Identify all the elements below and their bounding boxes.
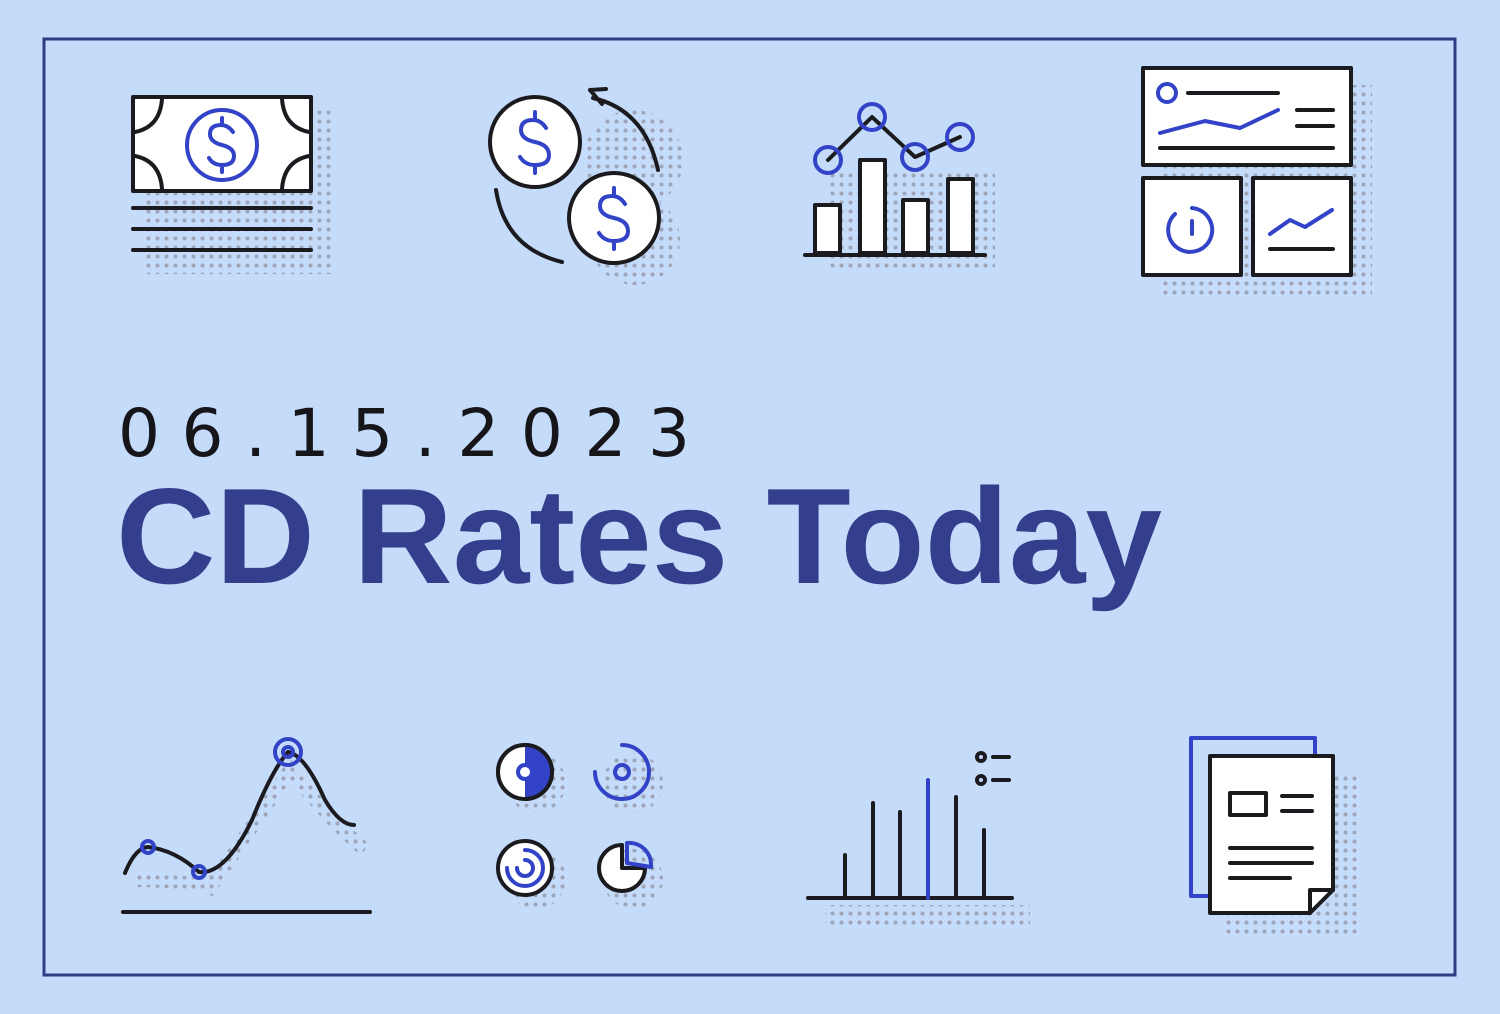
dashboard-icon-part: [1156, 82, 1178, 104]
donut-icons-part: [516, 763, 534, 781]
donut-icons-part: [625, 840, 654, 869]
bar-line-icon-part: [857, 102, 887, 132]
bars-icon-part: [975, 774, 987, 786]
bar-line-icon-part: [900, 142, 930, 172]
bar-line-icon-part: [945, 122, 975, 152]
dashboard-icon-part: [1158, 91, 1335, 251]
curve-icon-part: [273, 737, 303, 767]
bar-line-icon-part: [803, 115, 987, 257]
bar-line-icon-part: [813, 203, 842, 255]
curve-icon-part: [191, 864, 207, 880]
exchange-icon: [488, 87, 683, 285]
money-icon-part: [133, 97, 311, 191]
bar-line-icon-part: [946, 177, 975, 255]
document-icon-part: [1228, 791, 1268, 817]
donut-icons-part: [496, 743, 554, 801]
bars-icon-part: [806, 795, 1014, 900]
donut-icons-part: [593, 743, 651, 801]
dashboard-icon-part: [1141, 66, 1353, 167]
money-icon-part: [131, 206, 313, 252]
dashboard-icon: [1141, 66, 1372, 298]
bars-icon-part: [825, 905, 1030, 925]
document-icon-part: [1228, 794, 1314, 880]
donut-icons-part: [505, 848, 545, 888]
donut-icons-part: [613, 763, 631, 781]
curve-icon: [121, 737, 372, 914]
document-icon-part: [1308, 888, 1335, 915]
bar-line-icon: [803, 102, 995, 270]
exchange-icon-part: [494, 87, 660, 264]
bar-line-icon-part: [901, 198, 930, 255]
donut-icons: [496, 743, 663, 909]
document-icon: [1189, 736, 1357, 935]
dashboard-icon-part: [1158, 108, 1334, 236]
curve-icon-part: [281, 745, 295, 759]
exchange-icon-part: [597, 186, 630, 251]
money-icon: [131, 95, 333, 274]
bar-line-icon-part: [813, 145, 843, 175]
bar-line-icon-part: [858, 158, 887, 255]
exchange-icon-part: [518, 110, 551, 175]
curve-icon-part: [140, 839, 156, 855]
curve-icon-part: [123, 750, 356, 875]
dashboard-icon-part: [1166, 206, 1215, 254]
donut-icons-part: [603, 753, 663, 813]
bars-icon: [806, 751, 1030, 925]
title: CD Rates Today: [116, 460, 1162, 612]
donut-icons-part: [597, 843, 647, 893]
bars-icon-part: [991, 755, 1011, 782]
donut-icons-part: [525, 745, 552, 799]
bars-icon-part: [975, 751, 987, 763]
curve-icon-part: [134, 758, 370, 897]
money-icon-part: [207, 116, 236, 174]
